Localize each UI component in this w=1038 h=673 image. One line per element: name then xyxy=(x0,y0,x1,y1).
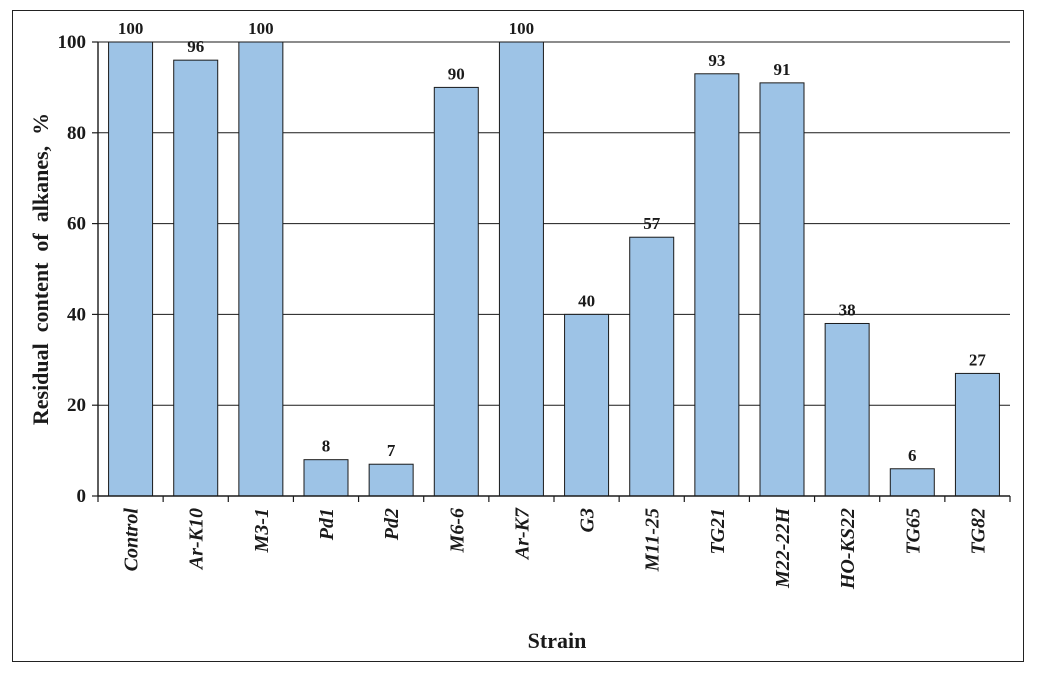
y-tick-label-0: 0 xyxy=(77,486,87,507)
bar-Pd1 xyxy=(303,459,349,497)
x-tick-label-G3: G3 xyxy=(577,508,599,532)
data-label-M3-1: 100 xyxy=(248,19,274,38)
bar-TG21 xyxy=(694,73,740,497)
bar-M22-22H xyxy=(759,82,805,497)
axes xyxy=(92,41,1011,502)
bar-G3 xyxy=(564,313,610,497)
data-label-Pd1: 8 xyxy=(322,437,331,456)
grid-lines xyxy=(98,41,1010,406)
data-label-TG65: 6 xyxy=(908,446,917,465)
data-label-Ar-K7: 100 xyxy=(509,19,535,38)
x-tick-label-Pd1: Pd1 xyxy=(316,508,338,541)
x-tick-labels: Control Ar-K10 M3-1 Pd1 Pd2 M6-6 Ar-K7 G3 M11-25… xyxy=(121,507,990,591)
data-label-Pd2: 7 xyxy=(387,441,396,460)
bar-M6-6 xyxy=(433,86,479,497)
data-label-G3: 40 xyxy=(578,291,595,310)
bar-M3-1 xyxy=(238,41,284,497)
data-label-M22-22H: 91 xyxy=(774,60,791,79)
y-tick-label-20: 20 xyxy=(67,395,86,416)
y-tick-label-60: 60 xyxy=(67,214,86,235)
y-tick-label-80: 80 xyxy=(67,123,86,144)
data-labels: 100 96 100 8 7 90 100 40 57 93 91 38 6 27 xyxy=(118,19,987,465)
x-tick-label-Ar-K10: Ar-K10 xyxy=(186,508,208,571)
x-tick-label-Pd2: Pd2 xyxy=(381,508,403,541)
x-tick-label-TG21: TG21 xyxy=(707,508,729,555)
y-tick-label-100: 100 xyxy=(58,32,87,53)
data-label-TG82: 27 xyxy=(969,350,987,369)
y-tick-labels: 0 20 40 60 80 100 xyxy=(58,32,87,507)
x-tick-label-TG65: TG65 xyxy=(902,508,924,555)
x-tick-label-HO-KS22: HO-KS22 xyxy=(837,508,859,590)
data-label-M6-6: 90 xyxy=(448,64,465,83)
data-label-Control: 100 xyxy=(118,19,144,38)
bar-Pd2 xyxy=(368,463,414,497)
bar-Ar-K10 xyxy=(173,59,219,497)
bar-TG65 xyxy=(889,468,935,497)
x-tick-label-M22-22H: M22-22H xyxy=(772,507,794,589)
data-label-TG21: 93 xyxy=(708,51,725,70)
y-axis-title: Residual content of alkanes, % xyxy=(28,113,53,425)
x-tick-label-Ar-K7: Ar-K7 xyxy=(511,507,533,561)
x-tick-label-M3-1: M3-1 xyxy=(251,508,273,553)
bar-Control xyxy=(108,41,154,497)
x-tick-label-M6-6: M6-6 xyxy=(446,508,468,553)
x-tick-label-TG82: TG82 xyxy=(967,508,989,555)
bar-M11-25 xyxy=(629,236,675,497)
data-label-M11-25: 57 xyxy=(643,214,661,233)
x-axis-title: Strain xyxy=(528,628,587,653)
bars xyxy=(108,41,1000,497)
data-label-Ar-K10: 96 xyxy=(187,37,204,56)
y-tick-label-40: 40 xyxy=(67,304,86,325)
x-tick-label-Control: Control xyxy=(121,508,143,572)
bar-Ar-K7 xyxy=(498,41,544,497)
data-label-HO-KS22: 38 xyxy=(839,300,856,319)
bar-HO-KS22 xyxy=(824,322,870,497)
bar-TG82 xyxy=(954,372,1000,497)
x-tick-label-M11-25: M11-25 xyxy=(642,508,664,572)
